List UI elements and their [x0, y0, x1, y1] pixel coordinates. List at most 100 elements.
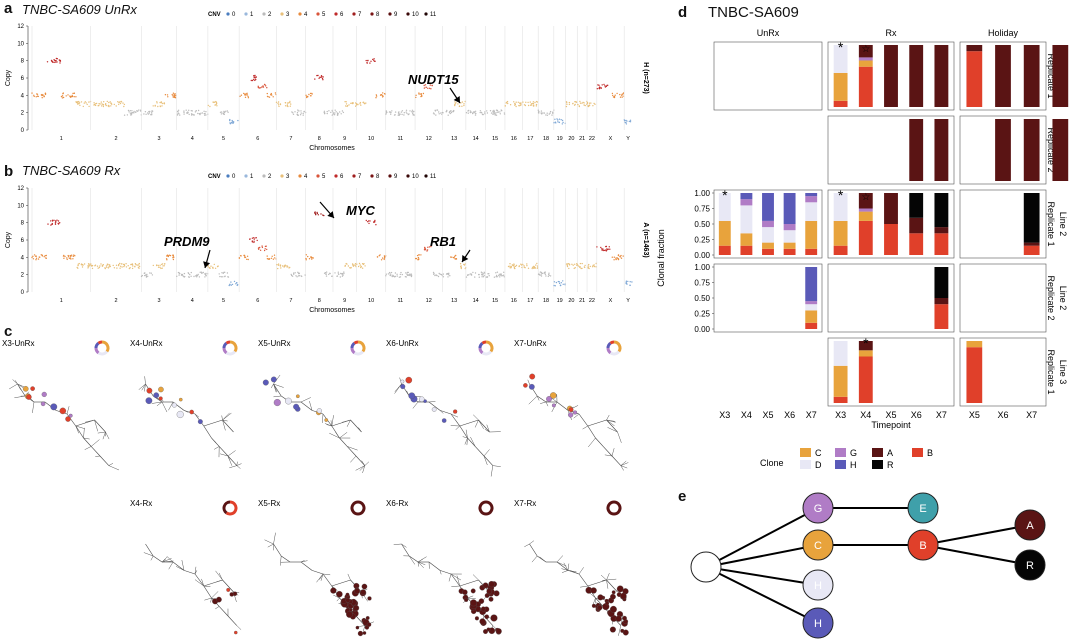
copy-point — [54, 222, 57, 224]
copy-point — [408, 113, 410, 115]
cnv-legend-value: 7 — [358, 174, 362, 180]
tree-edge — [922, 544, 1031, 566]
tree-cell — [495, 628, 502, 635]
copy-point — [608, 246, 610, 248]
copy-point — [483, 274, 485, 277]
tree-branch — [439, 410, 452, 415]
copy-point — [166, 94, 169, 96]
tree-cell — [590, 587, 597, 594]
copy-point — [364, 103, 366, 105]
copy-point — [574, 103, 576, 106]
y-tick-label: 0 — [21, 128, 25, 134]
copy-point — [82, 105, 85, 108]
clone-node-c — [802, 529, 834, 561]
chromosome-label: X — [609, 136, 613, 142]
copy-point — [533, 104, 535, 106]
copy-point — [51, 223, 53, 225]
copy-point — [104, 267, 106, 269]
copy-point — [447, 272, 450, 275]
copy-point — [540, 110, 543, 112]
tree-twig — [573, 413, 580, 419]
tree-cell — [26, 394, 32, 400]
copy-point — [558, 121, 561, 124]
chromosome-label: 11 — [398, 298, 404, 304]
tree-twig — [216, 579, 223, 583]
bar-segment — [909, 119, 924, 181]
copy-point — [63, 254, 65, 257]
copy-point — [330, 111, 332, 114]
copy-point — [99, 103, 101, 105]
bar-segment — [1023, 245, 1040, 255]
y-tick-label: 0.75 — [694, 205, 710, 214]
copy-point — [460, 266, 462, 269]
copy-point — [584, 264, 586, 267]
copy-point — [607, 248, 609, 250]
clone-donut-arc — [478, 341, 484, 349]
copy-point — [381, 94, 383, 97]
copy-point — [126, 114, 129, 116]
y-tick-label: 2 — [21, 273, 25, 279]
copy-point — [596, 246, 598, 248]
copy-point — [244, 93, 246, 95]
copy-point — [190, 114, 193, 116]
copy-point — [549, 112, 551, 114]
tree-twig — [97, 431, 106, 434]
copy-point — [628, 120, 630, 123]
tree-cell — [470, 588, 476, 594]
copy-point — [77, 267, 79, 269]
copy-point — [125, 266, 128, 268]
clone-node-g — [802, 492, 834, 524]
copy-point — [549, 110, 552, 113]
copy-point — [400, 111, 403, 113]
copy-point — [96, 265, 99, 267]
copy-point — [163, 103, 166, 105]
copy-point — [595, 266, 597, 268]
x-tick-label: X3 — [719, 410, 730, 420]
copy-point — [207, 266, 209, 268]
copy-point — [455, 258, 457, 260]
copy-point — [613, 256, 615, 258]
copy-point — [536, 101, 539, 103]
tree-branch — [183, 570, 196, 575]
copy-point — [127, 109, 130, 112]
bar-segment — [966, 51, 983, 107]
tree-twig — [439, 410, 444, 414]
bar-segment — [762, 248, 774, 255]
chromosome-label: 14 — [473, 136, 479, 142]
tree-cell — [354, 588, 361, 594]
copy-point — [61, 95, 64, 97]
copy-point — [433, 113, 435, 115]
copy-point — [537, 109, 539, 111]
bar-segment — [858, 193, 873, 209]
tree-cell — [178, 397, 183, 402]
copy-point — [226, 272, 229, 274]
chromosome-label: Y — [626, 136, 630, 142]
copy-point — [415, 257, 418, 260]
copy-point — [581, 102, 583, 104]
bar-segment — [740, 199, 753, 206]
copy-point — [430, 88, 432, 90]
copy-point — [311, 258, 313, 260]
copy-point — [290, 103, 292, 105]
clone-donut-arc — [222, 500, 231, 515]
copy-point — [277, 102, 279, 105]
copy-point — [450, 256, 452, 258]
copy-point — [594, 103, 596, 106]
tree-twig — [617, 431, 622, 443]
copy-point — [345, 105, 347, 107]
clone-donut-arc — [609, 350, 621, 356]
copy-point — [620, 254, 622, 257]
tree-twig — [339, 432, 348, 439]
copy-point — [613, 96, 616, 98]
copy-point — [464, 100, 466, 103]
tree-cell — [296, 394, 300, 399]
copy-point — [326, 112, 328, 115]
copy-point — [91, 264, 94, 267]
row-label-line: Line 2 — [1058, 212, 1068, 237]
copy-point — [566, 264, 568, 266]
copy-point — [35, 259, 37, 261]
copy-point — [488, 275, 490, 277]
copy-point — [601, 249, 603, 251]
bar-segment — [718, 193, 731, 221]
